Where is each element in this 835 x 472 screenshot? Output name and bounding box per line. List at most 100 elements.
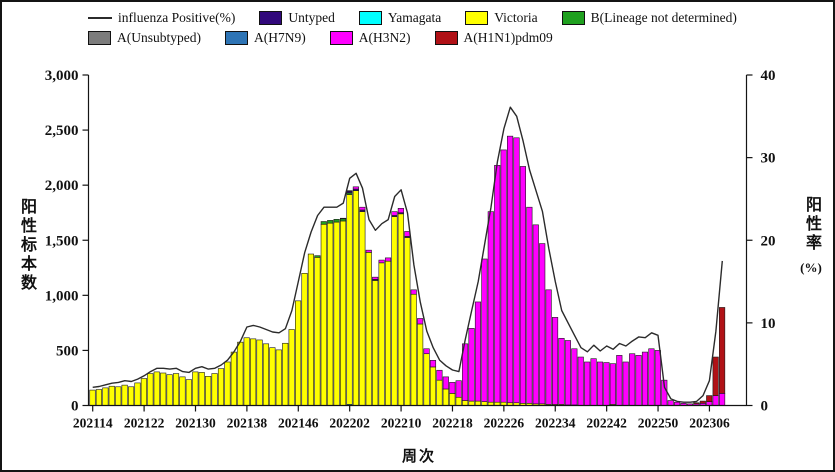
color-swatch-untyped: [259, 11, 283, 25]
bar-segment: [256, 339, 263, 406]
bar-segment: [442, 388, 449, 406]
color-swatch-yamagata: [358, 11, 382, 25]
bar-segment: [719, 307, 726, 394]
bar-segment: [288, 329, 295, 406]
bar-segment: [429, 360, 437, 368]
bar-segment: [339, 220, 347, 406]
bar-segment: [262, 343, 270, 406]
bar-segment: [339, 217, 347, 220]
bar-segment: [558, 337, 565, 405]
bar-segment: [153, 371, 160, 406]
bar-segment: [481, 258, 488, 402]
legend-item-a-h1n1pdm09: A(H1N1)pdm09: [434, 30, 553, 46]
bar-segment: [423, 348, 430, 355]
bar-segment: [128, 386, 135, 406]
bar-segment: [397, 208, 404, 214]
bar-segment: [269, 347, 276, 406]
color-swatch-b-lineage-not-determined: [561, 11, 585, 25]
bar-segment: [417, 318, 424, 325]
bar-segment: [378, 259, 385, 264]
bar-segment: [474, 400, 482, 406]
bar-segment: [410, 293, 417, 406]
bar-segment: [275, 349, 282, 406]
bar-segment: [250, 338, 257, 406]
legend-label-a-unsubtyped: A(Unsubtyped): [117, 30, 201, 45]
bar-segment: [616, 355, 623, 406]
bar-segment: [410, 289, 417, 295]
legend-label-yamagata: Yamagata: [387, 10, 442, 25]
tick-label: 202130: [175, 416, 216, 431]
right-axis-unit: (%): [800, 260, 822, 275]
bar-segment: [384, 257, 392, 262]
bar-segment: [596, 361, 604, 406]
color-swatch-victoria: [465, 11, 489, 25]
tick-label: 40: [761, 68, 776, 84]
tick-label: 202138: [227, 416, 268, 431]
bar-segment: [468, 400, 475, 406]
right-axis-title-text: 阳性率: [803, 196, 820, 253]
tick-label: 3,000: [45, 68, 79, 84]
bar-segment: [352, 190, 359, 406]
bar-segment: [455, 380, 462, 398]
bar-segment: [391, 216, 398, 406]
bar-segment: [115, 386, 122, 406]
tick-label: 202114: [73, 416, 113, 431]
bar-segment: [719, 393, 726, 406]
bar-segment: [474, 301, 482, 402]
bar-segment: [346, 190, 353, 192]
bar-segment: [654, 350, 661, 406]
color-swatch-a-h7n9: [225, 31, 248, 45]
bar-segment: [629, 353, 636, 406]
bar-segment: [108, 385, 115, 406]
bar-segment: [487, 211, 494, 403]
tick-label: 500: [56, 343, 79, 359]
bar-segment: [545, 289, 552, 405]
bar-segment: [327, 222, 334, 406]
x-axis-title: 周次: [401, 449, 436, 465]
bar-segment: [134, 382, 141, 406]
tick-label: 202250: [638, 416, 679, 431]
bar-segment: [365, 249, 372, 253]
bar-segment: [564, 340, 571, 406]
tick-label: 202146: [278, 416, 319, 431]
bar-segment: [327, 220, 334, 224]
bar-segment: [352, 186, 359, 190]
legend-item-untyped: Untyped: [259, 10, 335, 26]
bar-segment: [712, 395, 719, 406]
bar-segment: [442, 376, 449, 390]
tick-label: 0: [761, 399, 769, 415]
color-swatch-a-h3n2: [329, 31, 353, 45]
bar-segment: [429, 366, 437, 406]
tick-label: 10: [761, 316, 776, 332]
tick-label: 1,500: [45, 233, 79, 249]
bar-segment: [571, 348, 578, 406]
bar-segment: [160, 372, 167, 406]
bar-segment: [526, 206, 533, 404]
legend: influenza Positive(%) Untyped Yamagata Vict…: [88, 10, 761, 50]
bar-segment: [346, 194, 353, 405]
bar-segment: [404, 237, 411, 406]
tick-label: 0: [71, 399, 79, 415]
bar-segment: [436, 369, 443, 381]
bar-segment: [706, 395, 713, 402]
bar-segment: [372, 280, 379, 406]
right-axis-title: 阳性率 (%): [796, 196, 826, 276]
tick-label: 202122: [124, 416, 165, 431]
bar-segment: [179, 376, 186, 406]
bar-segment: [551, 317, 559, 405]
tick-label: 2,500: [45, 123, 79, 139]
bar-segment: [378, 262, 385, 406]
color-swatch-a-unsubtyped: [88, 31, 111, 45]
bar-segment: [372, 276, 379, 280]
bar-segment: [243, 337, 250, 406]
bar-segment: [166, 374, 173, 406]
color-swatch-a-h1n1pdm09: [434, 31, 458, 45]
bar-segment: [455, 396, 462, 406]
bar-segment: [147, 373, 154, 406]
bar-segment: [320, 223, 327, 406]
tick-label: 2,000: [45, 178, 79, 194]
bar-segment: [462, 400, 469, 406]
legend-label-b-lineage-not-determined: B(Lineage not determined): [590, 10, 737, 25]
bar-segment: [198, 372, 205, 406]
bar-segment: [205, 376, 212, 406]
